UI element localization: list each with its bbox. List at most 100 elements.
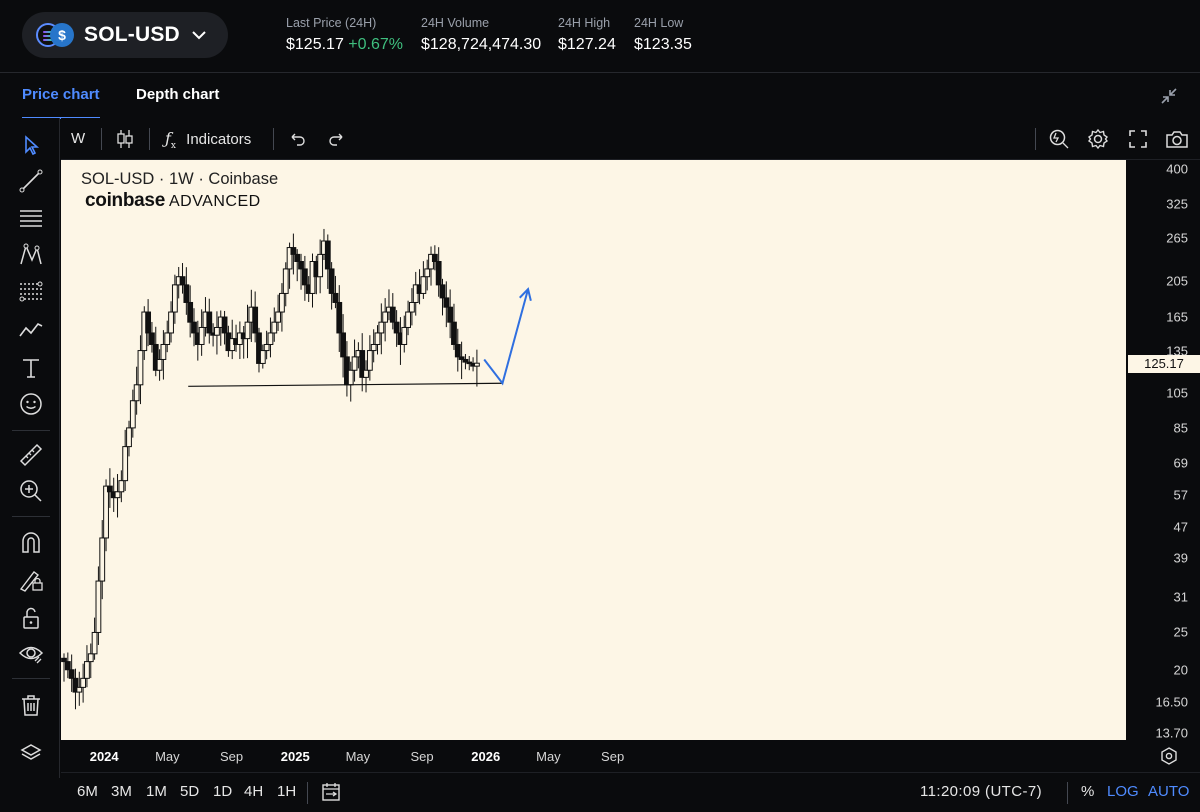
axis-settings-icon[interactable] (1160, 747, 1178, 765)
undo-icon[interactable] (289, 131, 305, 147)
zoom-in-icon[interactable] (18, 478, 44, 504)
trendline-icon[interactable] (18, 168, 44, 194)
date-range-icon[interactable] (320, 781, 342, 803)
candle (458, 341, 465, 380)
x-tick-label: Sep (410, 749, 434, 764)
function-icon: ƒx (165, 129, 176, 152)
chart-plot-area[interactable]: SOL-USD · 1W · Coinbase coinbase ADVANCED (61, 160, 1126, 740)
price-change-value: +0.67% (348, 36, 404, 53)
text-tool-icon[interactable] (18, 355, 44, 381)
emoji-icon[interactable] (18, 391, 44, 417)
y-tick-label: 16.50 (1155, 694, 1188, 710)
top-header: $ SOL-USD Last Price (24H) $125.17 +0.67… (0, 0, 1200, 72)
candle (282, 262, 289, 307)
candle (198, 309, 205, 356)
gear-icon[interactable] (1087, 128, 1109, 150)
toolbar-divider (12, 430, 50, 431)
support-trendline[interactable] (188, 382, 503, 387)
candle (64, 652, 71, 679)
range-5d[interactable]: 5D (180, 783, 200, 800)
candle (149, 321, 155, 353)
candle (206, 298, 213, 344)
y-tick-label: 57 (1173, 487, 1188, 503)
candle (84, 645, 90, 688)
candle (259, 344, 266, 369)
time-axis[interactable]: 2024 May Sep 2025 May Sep 2026 May Sep (61, 740, 1200, 772)
toolbar-divider (101, 128, 102, 150)
candle (187, 285, 194, 338)
tab-price-chart[interactable]: Price chart (22, 73, 100, 119)
path-icon[interactable] (18, 316, 44, 342)
range-4h[interactable]: 4H (244, 783, 264, 800)
candle (244, 304, 251, 359)
pair-selector-button[interactable]: $ SOL-USD (22, 12, 228, 58)
candle (443, 281, 450, 328)
trash-icon[interactable] (18, 692, 44, 718)
eye-icon[interactable] (18, 640, 44, 666)
percent-toggle[interactable]: % (1081, 783, 1095, 800)
camera-icon[interactable] (1165, 128, 1189, 150)
candle (389, 293, 396, 330)
fib-icon[interactable] (18, 279, 44, 305)
range-1d[interactable]: 1D (213, 783, 233, 800)
y-tick-label: 20 (1173, 662, 1188, 678)
alert-zoom-icon[interactable] (1048, 128, 1070, 150)
candle (462, 353, 469, 370)
redo-icon[interactable] (329, 131, 345, 147)
unlock-icon[interactable] (18, 605, 44, 631)
magnet-icon[interactable] (18, 530, 44, 556)
log-toggle[interactable]: LOG (1107, 783, 1139, 800)
cursor-icon[interactable] (18, 132, 44, 158)
bottom-bar: 6M 3M 1M 5D 1D 4H 1H 11:20:09 (UTC-7) % … (61, 772, 1200, 812)
range-6m[interactable]: 6M (77, 783, 98, 800)
range-1h[interactable]: 1H (277, 783, 297, 800)
interval-selector[interactable]: W (71, 130, 86, 147)
candle (474, 349, 480, 387)
candle (118, 470, 125, 503)
range-1m[interactable]: 1M (146, 783, 167, 800)
price-axis[interactable]: 400 325 265 205 165 135 105 85 69 57 47 39 31 25 20 16.… (1126, 160, 1200, 741)
candle (179, 263, 186, 294)
y-tick-label: 47 (1173, 519, 1188, 535)
horizontal-lines-icon[interactable] (18, 205, 44, 231)
candle (168, 301, 174, 343)
candle (103, 479, 109, 552)
y-tick-label: 105 (1166, 385, 1188, 401)
arrow-head (519, 287, 532, 301)
toolbar-divider (149, 128, 150, 150)
auto-toggle[interactable]: AUTO (1148, 783, 1190, 800)
lock-drawing-icon[interactable] (18, 567, 44, 593)
layers-icon[interactable] (20, 742, 42, 764)
candle (439, 278, 446, 316)
indicators-button[interactable]: ƒx Indicators (165, 118, 251, 160)
y-tick-label: 13.70 (1155, 725, 1188, 741)
fullscreen-icon[interactable] (1128, 129, 1148, 149)
candle (359, 333, 366, 392)
y-tick-label: 135 (1166, 343, 1188, 359)
price-chart[interactable]: SOL-USD · 1W · Coinbase coinbase ADVANCED… (61, 160, 1200, 741)
candle (309, 253, 316, 308)
candlestick-type-icon[interactable] (116, 129, 134, 149)
candle (340, 314, 346, 378)
chart-tabs: Price chart Depth chart (0, 72, 1200, 119)
high-stat: 24H High $127.24 (558, 16, 616, 53)
clock[interactable]: 11:20:09 (UTC-7) (920, 783, 1042, 800)
candle (122, 429, 129, 491)
collapse-icon[interactable] (1160, 87, 1178, 105)
last-price-value: $125.17 (286, 36, 344, 53)
candle (129, 389, 136, 438)
y-tick-label: 205 (1166, 273, 1188, 289)
y-tick-label: 31 (1173, 589, 1188, 604)
candle (435, 247, 442, 297)
candle (351, 339, 358, 382)
ruler-icon[interactable] (18, 442, 44, 468)
toolbar-divider (1035, 128, 1036, 150)
y-tick-label: 69 (1173, 455, 1188, 471)
projection-arrow[interactable] (483, 288, 530, 386)
range-3m[interactable]: 3M (111, 783, 132, 800)
candle (133, 366, 140, 415)
pattern-icon[interactable] (18, 242, 44, 268)
tab-depth-chart[interactable]: Depth chart (136, 86, 220, 103)
x-tick-label: May (155, 749, 180, 764)
x-tick-label: Sep (219, 749, 244, 764)
